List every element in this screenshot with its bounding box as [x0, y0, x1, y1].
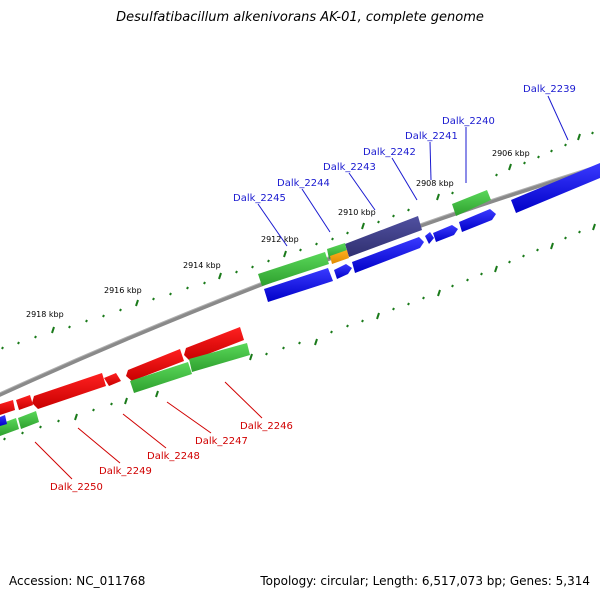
tick-label-2914kbp: 2914 kbp	[183, 261, 221, 270]
tick-label-2910kbp: 2910 kbp	[338, 208, 376, 217]
rna-dalk-2244[interactable]	[327, 243, 347, 259]
tick-label-2912kbp: 2912 kbp	[261, 235, 299, 244]
outer-tick-ring	[1, 131, 594, 350]
forward-label-leaders	[257, 95, 569, 247]
cds-small-red[interactable]	[104, 373, 121, 386]
gene-label-dalk-2241[interactable]: Dalk_2241	[405, 131, 458, 142]
page-title: Desulfatibacillum alkenivorans AK-01, co…	[116, 10, 484, 25]
genome-summary-text: Topology: circular; Length: 6,517,073 bp…	[260, 574, 590, 588]
cds-dalk-2250[interactable]	[16, 395, 33, 410]
cds-dalk-2239[interactable]	[511, 163, 600, 213]
cds-small-arrow[interactable]	[425, 232, 434, 244]
inner-tick-ring	[3, 223, 596, 441]
gene-label-dalk-2250[interactable]: Dalk_2250	[50, 482, 103, 493]
rna-dalk-2245[interactable]	[258, 252, 329, 286]
gene-label-dalk-2244[interactable]: Dalk_2244	[277, 178, 330, 189]
cds-dalk-2246[interactable]	[184, 327, 244, 361]
cds-dalk-2243[interactable]	[345, 216, 422, 257]
gene-label-dalk-2240[interactable]: Dalk_2240	[442, 116, 495, 127]
forward-strand-features	[258, 163, 600, 302]
rna-dalk-2240[interactable]	[452, 190, 491, 216]
rna-dalk-2247[interactable]	[130, 362, 192, 393]
gene-label-dalk-2246[interactable]: Dalk_2246	[240, 421, 293, 432]
cds-dalk-2244-adjacent[interactable]	[334, 264, 352, 279]
cds-dalk-2249[interactable]	[32, 373, 106, 409]
tick-label-2908kbp: 2908 kbp	[416, 179, 454, 188]
gene-label-dalk-2239[interactable]: Dalk_2239	[523, 84, 576, 95]
cds-dalk-2242[interactable]	[352, 237, 424, 273]
gene-label-dalk-2242[interactable]: Dalk_2242	[363, 147, 416, 158]
cds-dalk-2241[interactable]	[433, 225, 458, 242]
accession-text: Accession: NC_011768	[9, 574, 146, 588]
rna-dalk-2246[interactable]	[189, 343, 250, 372]
tick-label-2918kbp: 2918 kbp	[26, 310, 64, 319]
tick-label-2906kbp: 2906 kbp	[492, 149, 530, 158]
gene-label-dalk-2249[interactable]: Dalk_2249	[99, 466, 152, 477]
gene-label-dalk-2243[interactable]: Dalk_2243	[323, 162, 376, 173]
gene-label-dalk-2247[interactable]: Dalk_2247	[195, 436, 248, 447]
rna-dalk-2250[interactable]	[18, 411, 39, 429]
reverse-label-leaders	[34, 381, 263, 480]
gene-label-dalk-2248[interactable]: Dalk_2248	[147, 451, 200, 462]
feature-orange[interactable]	[330, 250, 349, 264]
tick-label-2916kbp: 2916 kbp	[104, 286, 142, 295]
reverse-strand-features	[0, 327, 250, 436]
cds-dalk-2240-adjacent[interactable]	[459, 209, 496, 232]
cds-edge-blue[interactable]	[0, 415, 7, 426]
cds-edge-red[interactable]	[0, 400, 15, 415]
gene-label-dalk-2245[interactable]: Dalk_2245	[233, 193, 286, 204]
cds-dalk-2245[interactable]	[264, 268, 333, 302]
cds-dalk-2247[interactable]	[126, 349, 184, 381]
